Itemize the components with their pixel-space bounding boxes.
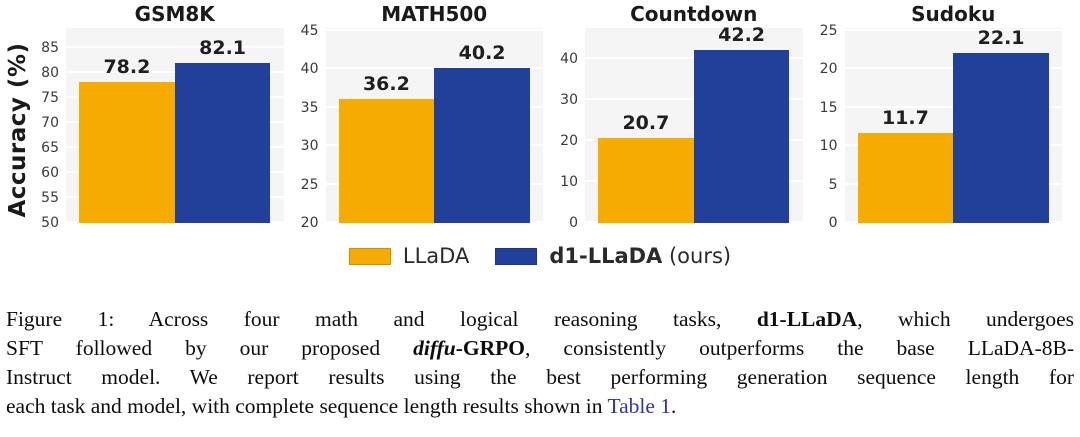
caption-text-segment: diffu [413, 336, 456, 360]
y-tick-label: 55 [41, 190, 59, 206]
chart-title: MATH500 [381, 2, 488, 26]
y-tick-label: 85 [41, 40, 59, 56]
bar-d1-llada-ours [953, 53, 1049, 223]
bar-value-label: 78.2 [103, 56, 151, 78]
legend-swatch-icon [495, 247, 538, 265]
caption-line: each task and model, with complete seque… [6, 392, 1074, 421]
chart-title: GSM8K [134, 2, 215, 26]
caption-text-segment: SFT followed by our proposed [6, 336, 414, 360]
bar-llada [598, 138, 694, 223]
y-tick-label: 35 [300, 99, 319, 116]
bar-value-label: 40.2 [458, 41, 506, 64]
legend-item: LLaDA [348, 244, 469, 268]
y-tick-label: 70 [41, 115, 59, 131]
y-tick-label: 40 [560, 50, 578, 67]
caption-text-segment: , which undergoes [857, 307, 1074, 331]
bar-llada [857, 133, 954, 223]
legend-swatch-icon [348, 247, 391, 265]
legend-label: LLaDA [403, 244, 469, 268]
chart-title: Sudoku [911, 2, 996, 26]
y-tick-label: 0 [569, 215, 578, 231]
y-tick-label: 65 [41, 140, 59, 156]
bar-llada [338, 98, 435, 223]
bar-d1-llada-ours [174, 62, 271, 223]
bar-value-label: 36.2 [362, 72, 410, 95]
y-tick-label: 15 [819, 99, 838, 116]
y-tick-label: 25 [300, 176, 319, 193]
chart-gsm8k: GSM8K 50 55 60 65 70 75 80 85 78.2 82.1 [36, 2, 284, 230]
legend-label: d1-LLaDA (ours) [549, 244, 731, 268]
y-tick-label: 25 [819, 23, 838, 40]
y-tick-label: 20 [560, 132, 578, 149]
y-axis-ticks: 50 55 60 65 70 75 80 85 [36, 28, 66, 230]
gridline [325, 29, 543, 32]
chart-sudoku: Sudoku 0 5 10 15 20 25 11.7 22.1 [815, 2, 1062, 230]
y-axis-label: Accuracy (%) [5, 42, 31, 218]
figure-panel: Accuracy (%) GSM8K 50 55 60 65 70 75 80 85 78.2 82… [0, 2, 1062, 230]
plot-area: 78.2 82.1 [66, 28, 284, 223]
caption-text-segment: Instruct model. We report results using … [6, 365, 1074, 389]
caption-line: Instruct model. We report results using … [6, 363, 1074, 392]
y-tick-label: 45 [300, 23, 319, 40]
y-tick-label: 30 [300, 138, 319, 155]
y-tick-label: 30 [560, 91, 578, 108]
chart-math500: MATH500 20 25 30 35 40 45 36.2 40.2 [296, 2, 543, 230]
bar-d1-llada-ours [434, 67, 530, 223]
y-tick-label: 0 [828, 215, 838, 231]
gridline [66, 46, 284, 48]
y-tick-label: 60 [41, 165, 59, 181]
bar-value-label: 22.1 [977, 27, 1025, 50]
bar-value-label: 82.1 [199, 36, 247, 59]
y-tick-label: 75 [41, 90, 59, 106]
y-axis-ticks: 0 5 10 15 20 25 [815, 24, 845, 230]
bar-value-label: 42.2 [718, 23, 766, 46]
y-tick-label: 10 [560, 173, 578, 190]
y-tick-label: 80 [41, 65, 59, 81]
table-1-link[interactable]: Table 1 [607, 394, 672, 418]
caption-text-segment: . [671, 394, 677, 418]
caption-text-segment: d1-LLaDA [756, 307, 858, 331]
caption-line: SFT followed by our proposed diffu-GRPO,… [6, 334, 1074, 363]
chart-countdown: Countdown 0 10 20 30 40 20.7 42.2 [555, 2, 803, 230]
caption-text-segment: -GRPO [455, 336, 526, 360]
bar-llada [79, 82, 175, 223]
caption-text-segment: each task and model, with complete seque… [6, 394, 608, 418]
y-tick-label: 20 [300, 215, 319, 231]
plot-area: 11.7 22.1 [844, 27, 1062, 223]
y-tick-label: 20 [819, 61, 838, 78]
y-tick-label: 10 [819, 138, 838, 155]
caption-text-segment: Figure 1: Across four math and logical r… [6, 307, 757, 331]
plot-area: 20.7 42.2 [585, 23, 803, 223]
legend: LLaDA d1-LLaDA (ours) [0, 241, 1080, 271]
caption-text-segment: , consistently outperforms the base LLaD… [525, 336, 1074, 360]
y-tick-label: 50 [41, 215, 59, 231]
y-axis-ticks: 20 25 30 35 40 45 [296, 24, 326, 230]
caption-line: Figure 1: Across four math and logical r… [6, 305, 1074, 334]
bar-value-label: 20.7 [622, 112, 670, 135]
y-tick-label: 5 [828, 176, 838, 193]
y-tick-label: 40 [300, 61, 319, 78]
figure-caption: Figure 1: Across four math and logical r… [0, 305, 1080, 421]
y-axis-ticks: 0 10 20 30 40 [555, 28, 585, 230]
legend-label-segment: LLaDA [402, 244, 470, 268]
bar-d1-llada-ours [693, 49, 790, 223]
chart-title: Countdown [630, 2, 758, 26]
legend-item: d1-LLaDA (ours) [495, 244, 731, 268]
plot-area: 36.2 40.2 [325, 28, 543, 223]
gridline [844, 29, 1062, 32]
legend-label-segment: d1-LLaDA [549, 244, 663, 268]
legend-label-segment: (ours) [662, 244, 732, 268]
bar-value-label: 11.7 [881, 107, 929, 130]
y-axis-label-column: Accuracy (%) [0, 2, 36, 223]
charts-row: GSM8K 50 55 60 65 70 75 80 85 78.2 82.1 MATH500 20 25… [36, 2, 1062, 230]
